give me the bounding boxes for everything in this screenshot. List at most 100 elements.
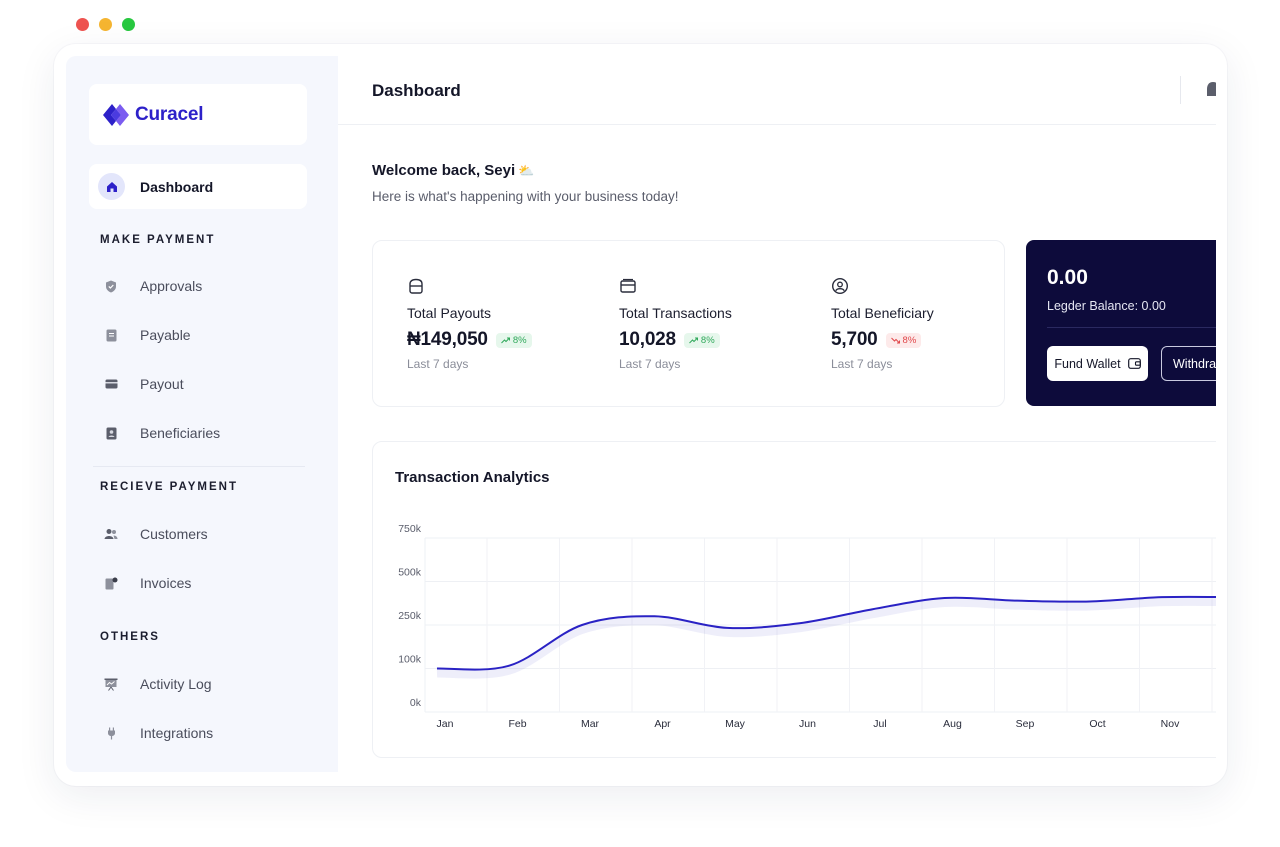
- stat-total-beneficiary: Total Beneficiary 5,700 8% Last 7 days: [831, 277, 934, 371]
- sidebar-item-integrations[interactable]: Integrations: [104, 725, 213, 741]
- y-tick-label: 0k: [410, 697, 422, 709]
- x-tick-label: Apr: [654, 718, 671, 730]
- card-icon: [104, 377, 118, 391]
- sidebar-item-label: Integrations: [140, 725, 214, 741]
- wallet-divider: [1047, 327, 1216, 328]
- section-title-make-payment: MAKE PAYMENT: [100, 234, 216, 246]
- minimize-window-button[interactable]: [99, 18, 112, 31]
- sidebar-item-label: Dashboard: [140, 178, 214, 195]
- plug-icon: [104, 726, 118, 740]
- stat-label: Total Transactions: [619, 305, 732, 321]
- sidebar: Curacel Dashboard MAKE PAYMENT Approvals: [66, 56, 338, 772]
- sidebar-item-invoices[interactable]: Invoices: [104, 575, 191, 591]
- sidebar-item-label: Beneficiaries: [140, 425, 221, 441]
- stat-value: 5,700: [831, 329, 878, 350]
- welcome-heading: Welcome back, Seyi ⛅: [372, 162, 534, 179]
- trend-percent: 8%: [700, 334, 715, 346]
- badge-user-icon: [104, 426, 118, 440]
- wallet-icon: [1127, 358, 1141, 369]
- y-tick-label: 100k: [398, 654, 422, 666]
- ledger-balance: Legder Balance: 0.00: [1047, 299, 1166, 313]
- stat-total-transactions: Total Transactions 10,028 8% Last 7 days: [619, 277, 732, 371]
- stat-period: Last 7 days: [619, 357, 681, 371]
- trend-up-icon: [500, 337, 510, 343]
- y-tick-label: 750k: [398, 523, 422, 535]
- sidebar-item-payable[interactable]: Payable: [104, 327, 191, 343]
- sidebar-item-approvals[interactable]: Approvals: [104, 278, 202, 294]
- sidebar-item-activity-log[interactable]: Activity Log: [104, 676, 212, 692]
- x-tick-label: Jul: [873, 718, 886, 730]
- analytics-title: Transaction Analytics: [395, 469, 550, 486]
- section-title-others: OTHERS: [100, 631, 160, 643]
- fund-wallet-button[interactable]: Fund Wallet: [1047, 346, 1148, 381]
- series-line: [436, 595, 1216, 671]
- x-tick-label: May: [725, 718, 746, 730]
- invoice-icon: [104, 576, 118, 590]
- x-tick-label: Jun: [799, 718, 816, 730]
- sidebar-item-label: Payout: [140, 376, 184, 392]
- wallet-bag-icon: [407, 277, 425, 295]
- close-window-button[interactable]: [76, 18, 89, 31]
- presentation-icon: [104, 677, 118, 691]
- trend-up-icon: [689, 337, 698, 343]
- trend-badge-up: 8%: [683, 332, 720, 348]
- app-frame: Curacel Dashboard MAKE PAYMENT Approvals: [54, 44, 1227, 786]
- page-title: Dashboard: [372, 81, 461, 100]
- stat-total-payouts: Total Payouts ₦149,050 8% Last 7 days: [407, 277, 532, 371]
- x-tick-label: Jan: [437, 718, 454, 730]
- stat-value: 10,028: [619, 329, 676, 350]
- section-title-recieve-payment: RECIEVE PAYMENT: [100, 481, 238, 493]
- sidebar-item-payout[interactable]: Payout: [104, 376, 184, 392]
- y-tick-label: 500k: [398, 567, 422, 579]
- transaction-line-chart: 750k 500k 250k 100k 0k Jan Feb Mar Apr May Jun Jul A…: [398, 523, 1216, 730]
- welcome-text: Welcome back, Seyi: [372, 162, 516, 179]
- main-content: Dashboard Welcome back, Seyi ⛅ Here is wh…: [338, 56, 1216, 772]
- x-tick-label: Mar: [581, 718, 600, 730]
- sidebar-item-label: Activity Log: [140, 676, 212, 692]
- stat-label: Total Beneficiary: [831, 305, 934, 321]
- brand-name: Curacel: [135, 103, 204, 125]
- stat-label: Total Payouts: [407, 305, 492, 321]
- stats-card: Total Payouts ₦149,050 8% Last 7 days: [372, 240, 1005, 407]
- sidebar-item-label: Payable: [140, 327, 191, 343]
- y-tick-label: 250k: [398, 610, 422, 622]
- document-icon: [104, 328, 118, 342]
- trend-percent: 8%: [512, 334, 527, 346]
- withdraw-button[interactable]: Withdraw: [1161, 346, 1216, 381]
- series-line-shadow: [436, 597, 1216, 679]
- sidebar-item-label: Customers: [140, 526, 208, 542]
- top-bar: Dashboard: [338, 56, 1216, 125]
- sidebar-item-label: Invoices: [140, 575, 192, 591]
- bell-icon[interactable]: [1206, 80, 1216, 107]
- user-circle-icon: [831, 277, 849, 295]
- users-icon: [104, 527, 118, 541]
- transaction-analytics-card: Transaction Analytics 750k 500k 250k 100k 0k…: [372, 441, 1216, 758]
- brand-logo[interactable]: Curacel: [89, 84, 307, 145]
- sun-cloud-icon: ⛅: [518, 163, 535, 178]
- topbar-divider: [1180, 76, 1181, 104]
- curacel-logo-icon: [103, 103, 129, 126]
- trend-down-icon: [890, 337, 900, 343]
- sidebar-item-dashboard[interactable]: Dashboard: [89, 164, 307, 209]
- cards-icon: [619, 277, 637, 295]
- sidebar-item-beneficiaries[interactable]: Beneficiaries: [104, 425, 220, 441]
- home-icon: [98, 173, 125, 200]
- maximize-window-button[interactable]: [122, 18, 135, 31]
- window-controls: [76, 18, 135, 31]
- sidebar-item-label: Approvals: [140, 278, 203, 294]
- app-window: Curacel Dashboard MAKE PAYMENT Approvals: [66, 56, 1216, 772]
- trend-badge-down: 8%: [885, 332, 922, 348]
- x-tick-label: Feb: [508, 718, 526, 730]
- shield-check-icon: [104, 279, 118, 293]
- wallet-balance: 0.00: [1047, 266, 1088, 289]
- trend-badge-up: 8%: [495, 332, 532, 348]
- x-tick-label: Oct: [1089, 718, 1105, 730]
- sidebar-item-customers[interactable]: Customers: [104, 526, 208, 542]
- fund-wallet-label: Fund Wallet: [1054, 356, 1121, 371]
- stat-period: Last 7 days: [407, 357, 469, 371]
- x-tick-label: Nov: [1161, 718, 1180, 730]
- x-tick-label: Aug: [943, 718, 962, 730]
- sidebar-divider: [93, 466, 305, 467]
- stat-value: ₦149,050: [407, 329, 488, 350]
- welcome-subtitle: Here is what's happening with your busin…: [372, 189, 679, 204]
